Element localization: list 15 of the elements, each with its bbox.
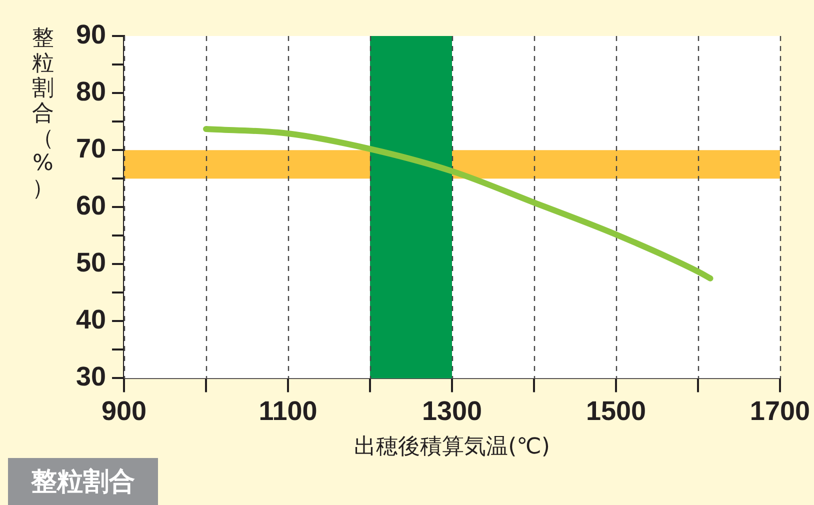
y-tick-label: 90 — [76, 19, 106, 50]
x-tick-label: 1500 — [586, 396, 646, 426]
y-tick-label: 60 — [76, 190, 106, 221]
text: 整粒割合 — [8, 458, 158, 505]
x-axis-title: 出穂後積算気温(℃) — [354, 434, 550, 460]
y-tick-label: 80 — [76, 76, 106, 106]
x-tick-label: 1700 — [750, 396, 810, 426]
y-tick-label: 70 — [76, 134, 106, 164]
y-tick-label: 40 — [76, 304, 106, 335]
x-tick-label: 1300 — [422, 396, 482, 426]
y-tick-label: 50 — [76, 248, 106, 278]
x-tick-label: 1100 — [258, 396, 318, 426]
x-tick-label: 900 — [102, 396, 147, 426]
y-tick-label: 30 — [76, 362, 106, 392]
y-axis-title: 整粒割合（%） — [31, 26, 55, 201]
